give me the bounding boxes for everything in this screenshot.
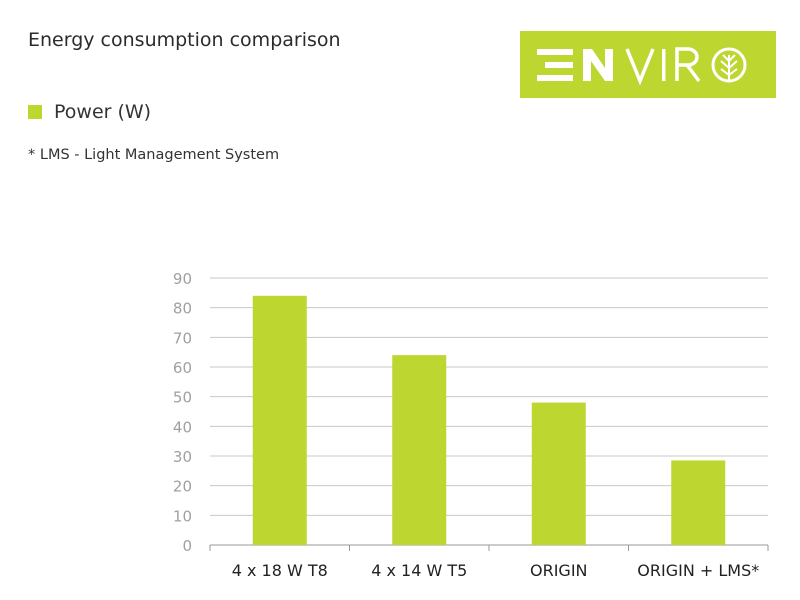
y-tick-label: 0 xyxy=(182,537,192,555)
x-category-label: 4 x 18 W T8 xyxy=(232,561,328,580)
legend: Power (W) xyxy=(28,101,151,123)
y-tick-label: 50 xyxy=(173,389,192,407)
y-tick-label: 80 xyxy=(173,300,192,318)
y-tick-label: 40 xyxy=(173,418,192,436)
legend-label: Power (W) xyxy=(54,101,152,123)
bar xyxy=(531,402,586,545)
x-category-label: ORIGIN xyxy=(530,561,588,580)
x-category-label: 4 x 14 W T5 xyxy=(371,561,467,580)
bar xyxy=(252,295,307,545)
y-tick-label: 20 xyxy=(173,478,192,496)
y-tick-label: 30 xyxy=(173,448,192,466)
x-category-label: ORIGIN + LMS* xyxy=(637,561,759,580)
bar xyxy=(671,460,726,545)
legend-swatch xyxy=(28,105,42,119)
y-tick-label: 90 xyxy=(173,270,192,288)
y-tick-label: 70 xyxy=(173,329,192,347)
footnote: * LMS - Light Management System xyxy=(28,147,280,163)
y-tick-label: 60 xyxy=(173,359,192,377)
enviro-logo xyxy=(520,31,776,98)
bar xyxy=(392,355,447,545)
y-tick-label: 10 xyxy=(173,507,192,525)
chart-title: Energy consumption comparison xyxy=(28,29,341,51)
enviro-logo-graphic xyxy=(520,31,776,98)
